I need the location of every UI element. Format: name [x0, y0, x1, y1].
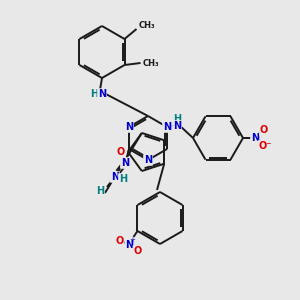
- Text: N: N: [163, 122, 171, 132]
- Text: N: N: [125, 240, 134, 250]
- Text: O: O: [116, 236, 124, 246]
- Text: N: N: [125, 122, 133, 132]
- Text: O: O: [134, 246, 142, 256]
- Text: N: N: [251, 133, 259, 143]
- Text: H: H: [173, 114, 181, 124]
- Text: N: N: [121, 158, 129, 168]
- Text: N: N: [173, 121, 181, 131]
- Text: N: N: [111, 172, 119, 182]
- Text: O⁻: O⁻: [258, 141, 272, 151]
- Text: H: H: [96, 186, 104, 196]
- Text: CH₃: CH₃: [139, 22, 155, 31]
- Text: O: O: [260, 125, 268, 135]
- Text: N: N: [144, 155, 152, 165]
- Text: +: +: [130, 237, 135, 243]
- Text: H: H: [90, 89, 98, 99]
- Text: H: H: [119, 174, 127, 184]
- Text: O: O: [117, 147, 125, 157]
- Text: N: N: [98, 89, 106, 99]
- Text: CH₃: CH₃: [142, 58, 159, 68]
